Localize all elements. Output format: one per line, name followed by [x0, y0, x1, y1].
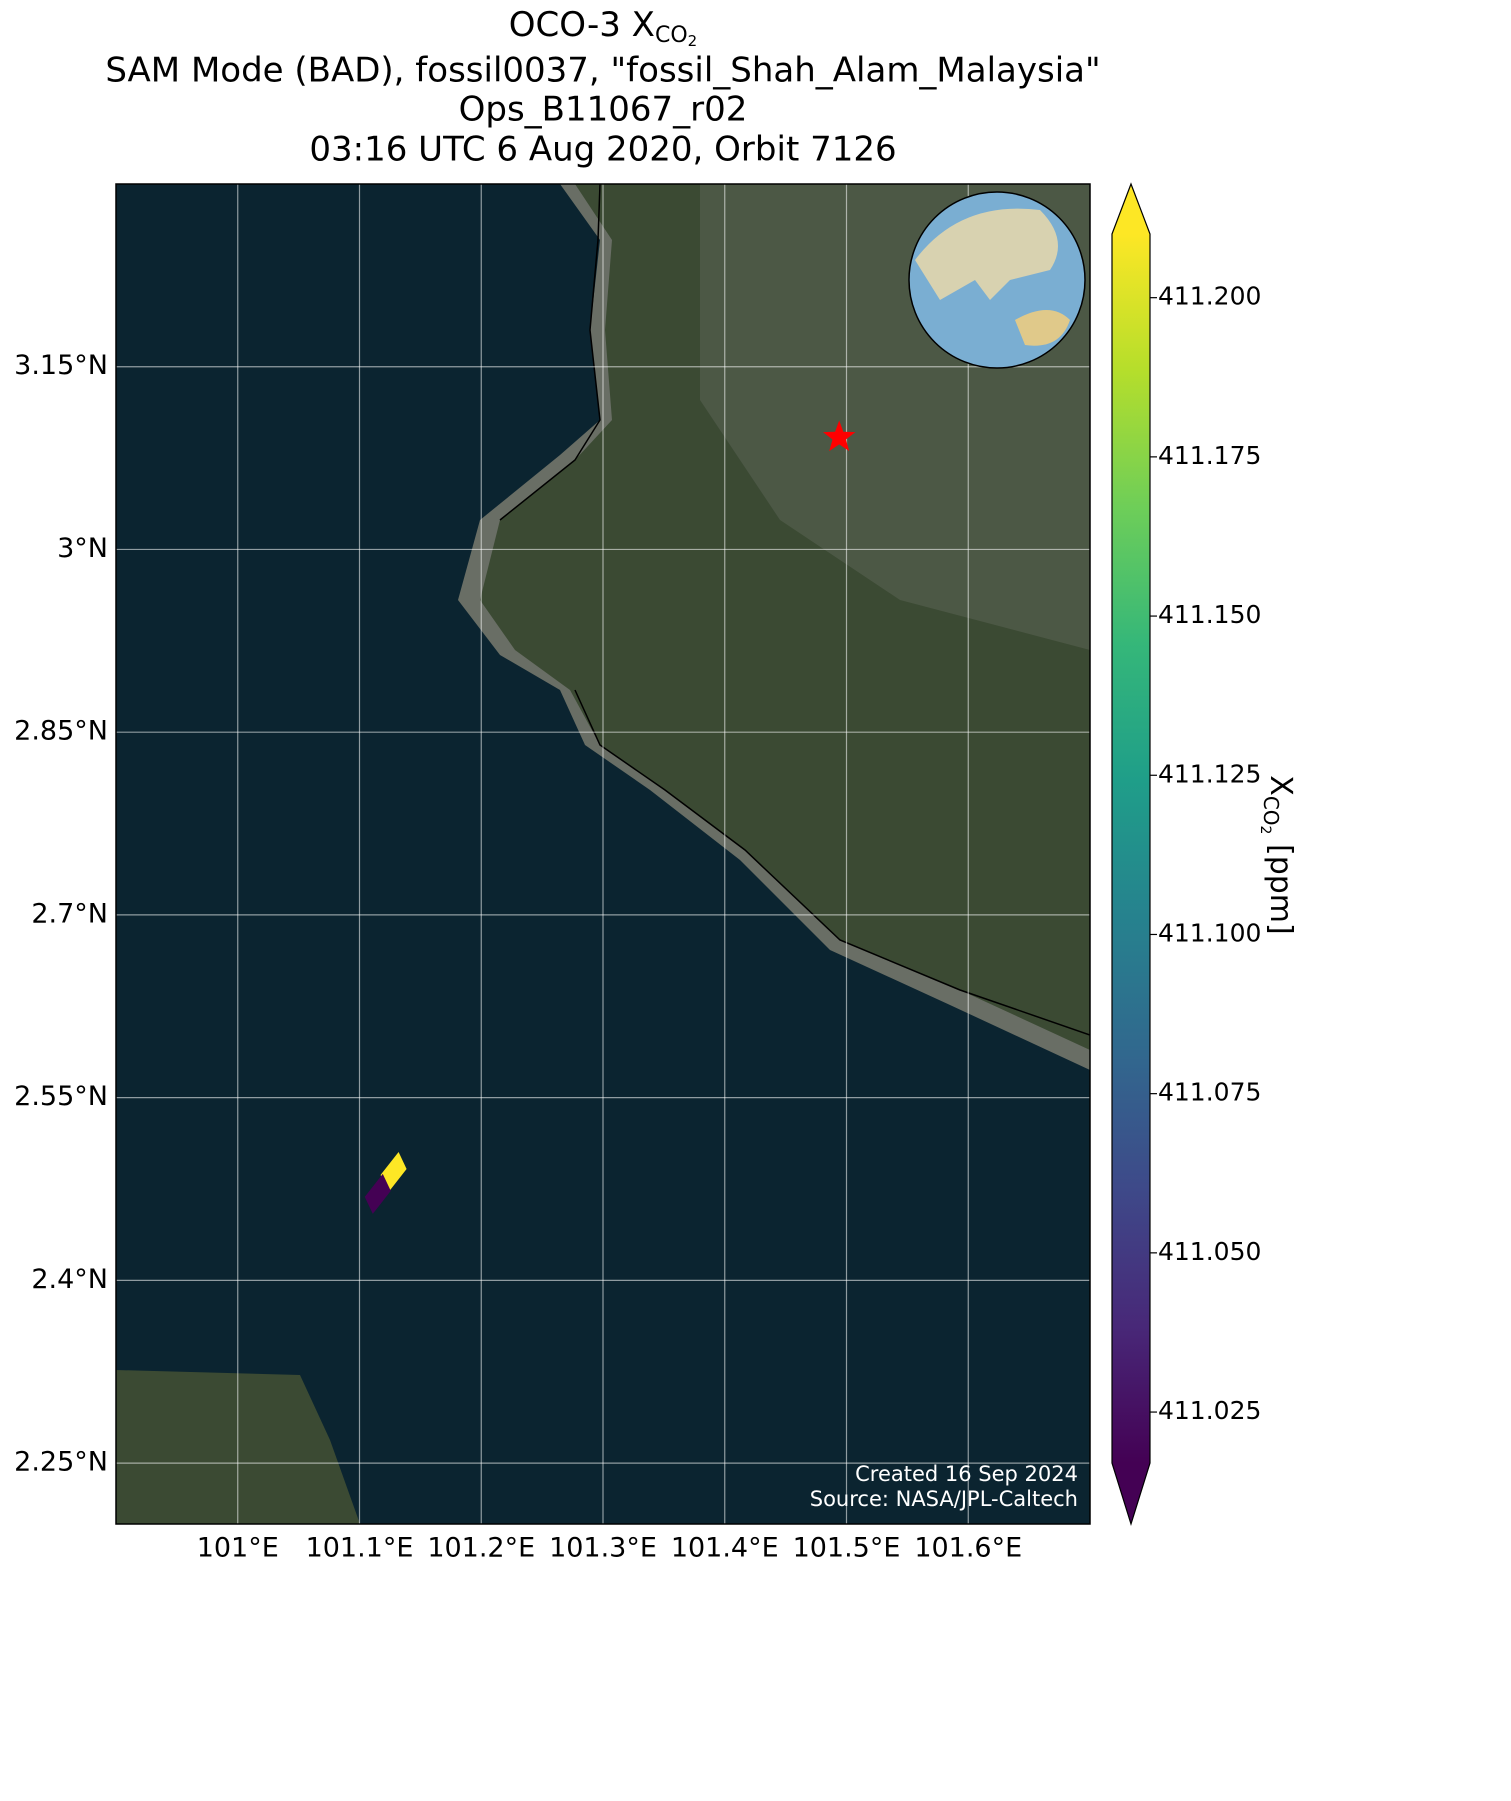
chart-title: OCO-3 XCO2 [509, 5, 697, 50]
sounding [380, 1151, 407, 1192]
colorbar-extend [1112, 184, 1150, 234]
colorbar-frame [1111, 182, 1151, 1527]
cb-label-text: X [1264, 775, 1299, 796]
title-subsub: 2 [688, 32, 698, 50]
colorbar-tick-label: 411.050 [1158, 1237, 1261, 1266]
colorbar-tick-label: 411.075 [1158, 1078, 1261, 1107]
colorbar-tick-label: 411.025 [1158, 1396, 1261, 1425]
sounding [364, 1173, 391, 1214]
x-tick-label: 101.4°E [671, 1533, 779, 1564]
subtitle: 03:16 UTC 6 Aug 2020, Orbit 7126 [309, 130, 896, 170]
colorbar-tick-label: 411.100 [1158, 918, 1261, 947]
y-tick-label: 2.4°N [31, 1264, 108, 1295]
cb-label-sub: CO [1260, 796, 1284, 826]
x-tick-label: 101.2°E [427, 1533, 535, 1564]
map-frame [115, 183, 1091, 1525]
inset-land [1015, 310, 1070, 346]
x-tick-label: 101°E [197, 1533, 279, 1564]
target-star [823, 420, 856, 452]
x-tick-label: 101.3°E [549, 1533, 657, 1564]
subtitle: Ops_B11067_r02 [459, 90, 748, 130]
x-tick-label: 101.5°E [793, 1533, 901, 1564]
title-text: OCO-3 X [509, 5, 655, 45]
grid [116, 184, 1090, 1524]
colorbar-label: XCO2 [ppm] [1257, 775, 1299, 934]
inset-land [915, 208, 1058, 300]
colorbar [1112, 234, 1150, 1463]
x-tick-label: 101.1°E [306, 1533, 414, 1564]
cb-label-subsub: 2 [1257, 826, 1273, 835]
title-sub: CO [655, 23, 688, 48]
colorbar-extend [1112, 1463, 1150, 1524]
subtitle: SAM Mode (BAD), fossil0037, "fossil_Shah… [105, 51, 1100, 91]
y-tick-label: 3°N [57, 533, 108, 564]
y-tick-label: 2.25°N [14, 1447, 108, 1478]
colorbar-tick-label: 411.200 [1158, 282, 1261, 311]
footnote: Source: NASA/JPL-Caltech [810, 1487, 1078, 1511]
footnote: Created 16 Sep 2024 [855, 1462, 1078, 1486]
colorbar-tick-label: 411.150 [1158, 600, 1261, 629]
colorbar-tick-label: 411.175 [1158, 441, 1261, 470]
colorbar-tick-label: 411.125 [1158, 759, 1261, 788]
y-tick-label: 2.55°N [14, 1081, 108, 1112]
map [116, 184, 1090, 1524]
coastline [499, 184, 1090, 1036]
cb-label-unit: [ppm] [1264, 834, 1299, 934]
y-tick-label: 3.15°N [14, 350, 108, 381]
y-tick-label: 2.85°N [14, 716, 108, 747]
y-tick-label: 2.7°N [31, 898, 108, 929]
x-tick-label: 101.6°E [914, 1533, 1022, 1564]
